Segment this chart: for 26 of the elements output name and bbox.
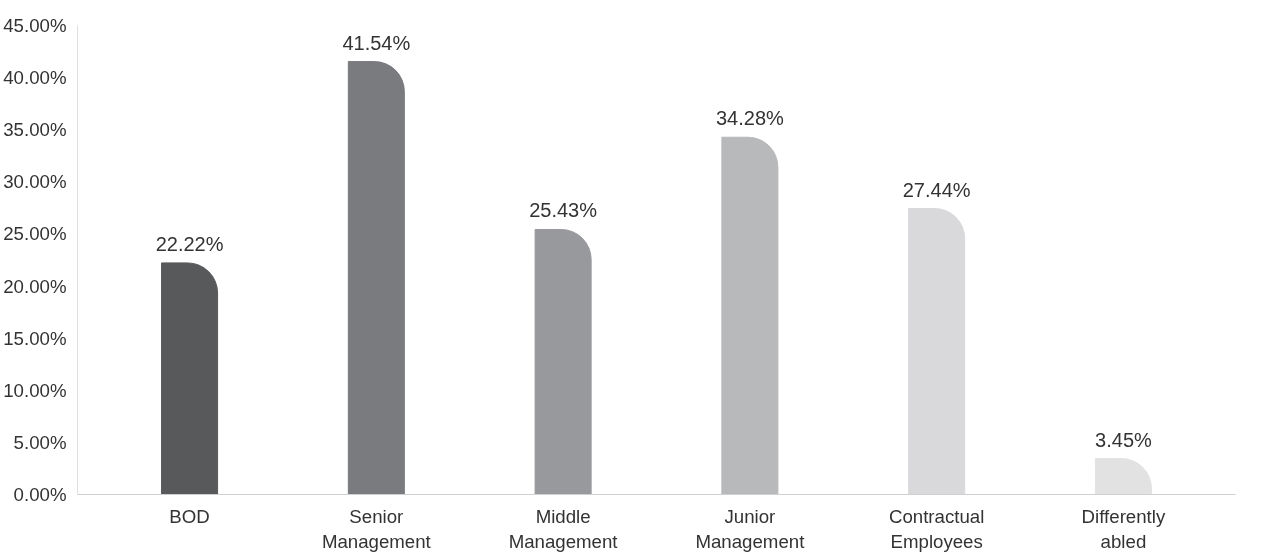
bar bbox=[161, 262, 219, 495]
x-tick-label: Middle Management bbox=[508, 505, 619, 552]
data-label: 41.54% bbox=[342, 31, 411, 54]
x-tick-label: Senior Management bbox=[321, 505, 432, 552]
bar bbox=[534, 228, 592, 495]
bar bbox=[721, 136, 779, 495]
bar bbox=[347, 61, 405, 495]
data-label: 3.45% bbox=[1095, 428, 1153, 451]
data-label: 22.22% bbox=[155, 232, 224, 255]
y-tick-label: 5.00% bbox=[13, 431, 67, 453]
y-tick-label: 40.00% bbox=[3, 67, 67, 89]
y-tick-label: 10.00% bbox=[3, 379, 67, 401]
y-tick-label: 25.00% bbox=[3, 223, 67, 245]
y-tick-label: 0.00% bbox=[13, 484, 67, 505]
data-label: 27.44% bbox=[902, 178, 971, 201]
x-tick-label: Differently abled bbox=[1081, 505, 1166, 552]
y-tick-label: 45.00% bbox=[3, 15, 67, 36]
x-tick-label: BOD bbox=[169, 505, 210, 527]
y-tick-label: 30.00% bbox=[3, 171, 67, 193]
y-tick-label: 15.00% bbox=[3, 327, 67, 349]
y-tick-label: 35.00% bbox=[3, 119, 67, 141]
data-label: 25.43% bbox=[529, 199, 598, 222]
y-tick-label: 20.00% bbox=[3, 275, 67, 297]
data-label: 34.28% bbox=[715, 107, 785, 130]
x-tick-label: Junior Management bbox=[695, 505, 806, 552]
x-tick-label: Contractual Employees bbox=[888, 505, 985, 552]
